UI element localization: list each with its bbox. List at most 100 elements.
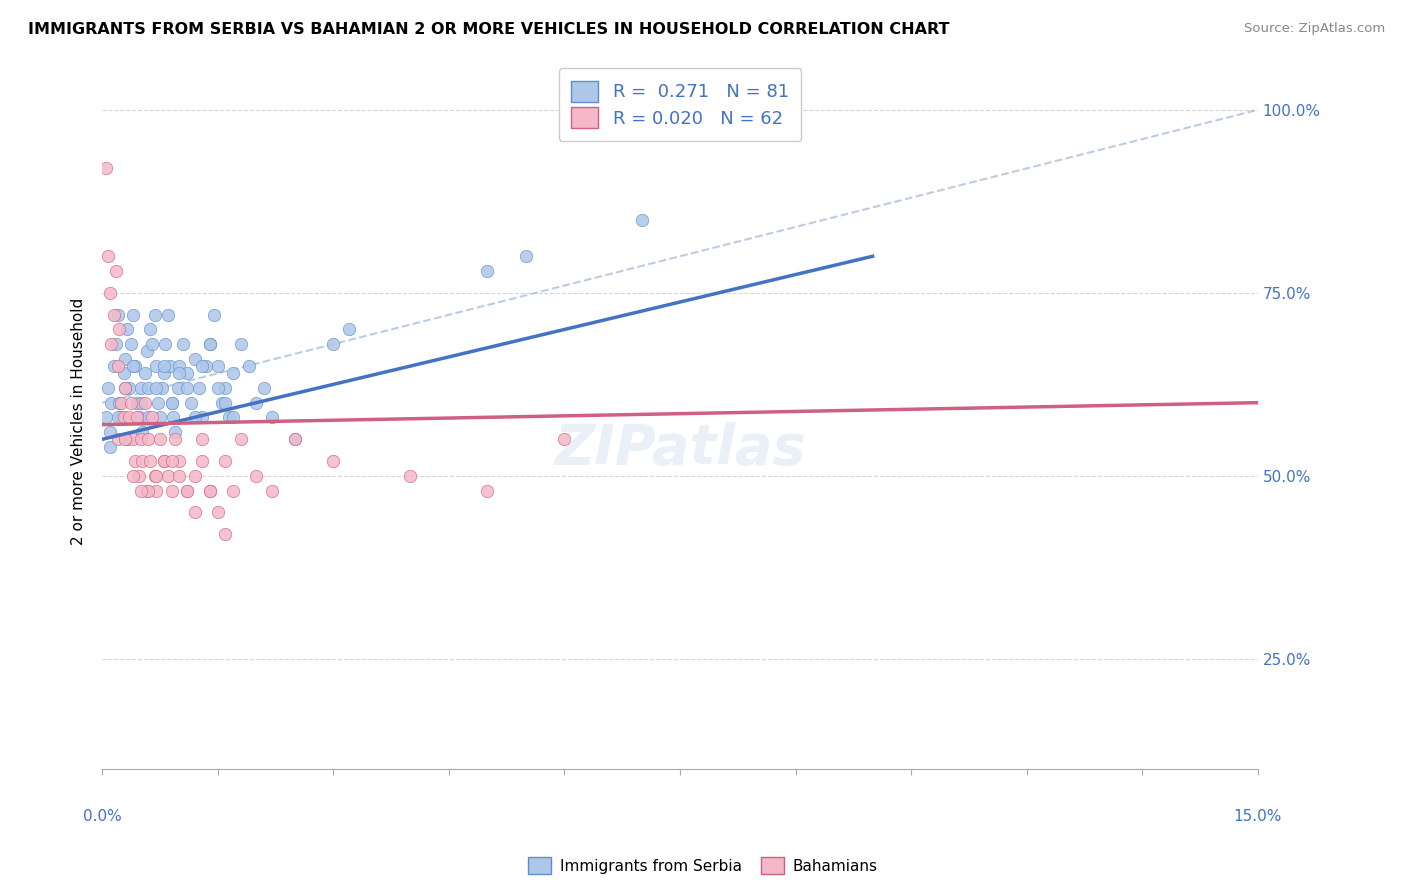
Point — [191, 359, 214, 373]
Point — [180, 395, 202, 409]
Point — [167, 359, 190, 373]
Text: 15.0%: 15.0% — [1233, 809, 1282, 824]
Point — [138, 432, 160, 446]
Point — [103, 308, 125, 322]
Point — [125, 410, 148, 425]
Point — [198, 483, 221, 498]
Point — [107, 308, 129, 322]
Point — [159, 359, 181, 373]
Point — [139, 454, 162, 468]
Point — [214, 454, 236, 468]
Point — [134, 367, 156, 381]
Point — [98, 440, 121, 454]
Text: IMMIGRANTS FROM SERBIA VS BAHAMIAN 2 OR MORE VEHICLES IN HOUSEHOLD CORRELATION C: IMMIGRANTS FROM SERBIA VS BAHAMIAN 2 OR … — [28, 22, 949, 37]
Point — [114, 381, 136, 395]
Point — [100, 395, 122, 409]
Point — [105, 264, 128, 278]
Y-axis label: 2 or more Vehicles in Household: 2 or more Vehicles in Household — [72, 297, 86, 545]
Point — [187, 381, 209, 395]
Point — [97, 249, 120, 263]
Point — [141, 337, 163, 351]
Point — [176, 381, 198, 395]
Point — [322, 454, 344, 468]
Point — [153, 359, 176, 373]
Point — [211, 395, 233, 409]
Point — [107, 432, 129, 446]
Point — [207, 506, 229, 520]
Point — [129, 432, 152, 446]
Point — [207, 381, 229, 395]
Point — [94, 410, 117, 425]
Point — [149, 410, 172, 425]
Point — [165, 425, 187, 439]
Point — [183, 468, 205, 483]
Point — [143, 468, 166, 483]
Point — [166, 381, 188, 395]
Point — [553, 432, 575, 446]
Point — [143, 308, 166, 322]
Point — [98, 285, 121, 300]
Point — [399, 468, 422, 483]
Point — [115, 322, 138, 336]
Point — [118, 381, 141, 395]
Point — [153, 454, 176, 468]
Point — [114, 432, 136, 446]
Point — [118, 410, 141, 425]
Point — [229, 337, 252, 351]
Point — [160, 483, 183, 498]
Point — [124, 359, 146, 373]
Point — [122, 359, 145, 373]
Point — [112, 410, 135, 425]
Point — [160, 395, 183, 409]
Point — [94, 161, 117, 176]
Point — [183, 410, 205, 425]
Point — [222, 367, 245, 381]
Point — [207, 359, 229, 373]
Point — [153, 367, 176, 381]
Point — [107, 410, 129, 425]
Point — [214, 381, 236, 395]
Point — [138, 381, 160, 395]
Point — [176, 483, 198, 498]
Point — [97, 381, 120, 395]
Point — [183, 351, 205, 366]
Point — [477, 483, 499, 498]
Point — [222, 483, 245, 498]
Point — [128, 468, 150, 483]
Point — [145, 468, 167, 483]
Point — [515, 249, 537, 263]
Point — [222, 410, 245, 425]
Point — [122, 308, 145, 322]
Point — [121, 337, 143, 351]
Point — [131, 425, 153, 439]
Text: Source: ZipAtlas.com: Source: ZipAtlas.com — [1244, 22, 1385, 36]
Point — [135, 344, 157, 359]
Point — [630, 212, 652, 227]
Point — [138, 483, 160, 498]
Legend: Immigrants from Serbia, Bahamians: Immigrants from Serbia, Bahamians — [522, 851, 884, 880]
Point — [155, 337, 177, 351]
Point — [176, 483, 198, 498]
Point — [122, 468, 145, 483]
Point — [160, 395, 183, 409]
Point — [167, 367, 190, 381]
Point — [172, 337, 194, 351]
Point — [191, 432, 214, 446]
Point — [131, 454, 153, 468]
Point — [115, 432, 138, 446]
Point — [110, 395, 132, 409]
Point — [337, 322, 360, 336]
Point — [477, 264, 499, 278]
Point — [114, 381, 136, 395]
Point — [245, 468, 267, 483]
Point — [191, 410, 214, 425]
Point — [110, 410, 132, 425]
Point — [105, 337, 128, 351]
Point — [135, 483, 157, 498]
Point — [145, 381, 167, 395]
Point — [129, 483, 152, 498]
Point — [214, 395, 236, 409]
Point — [125, 395, 148, 409]
Point — [191, 454, 214, 468]
Point — [153, 454, 176, 468]
